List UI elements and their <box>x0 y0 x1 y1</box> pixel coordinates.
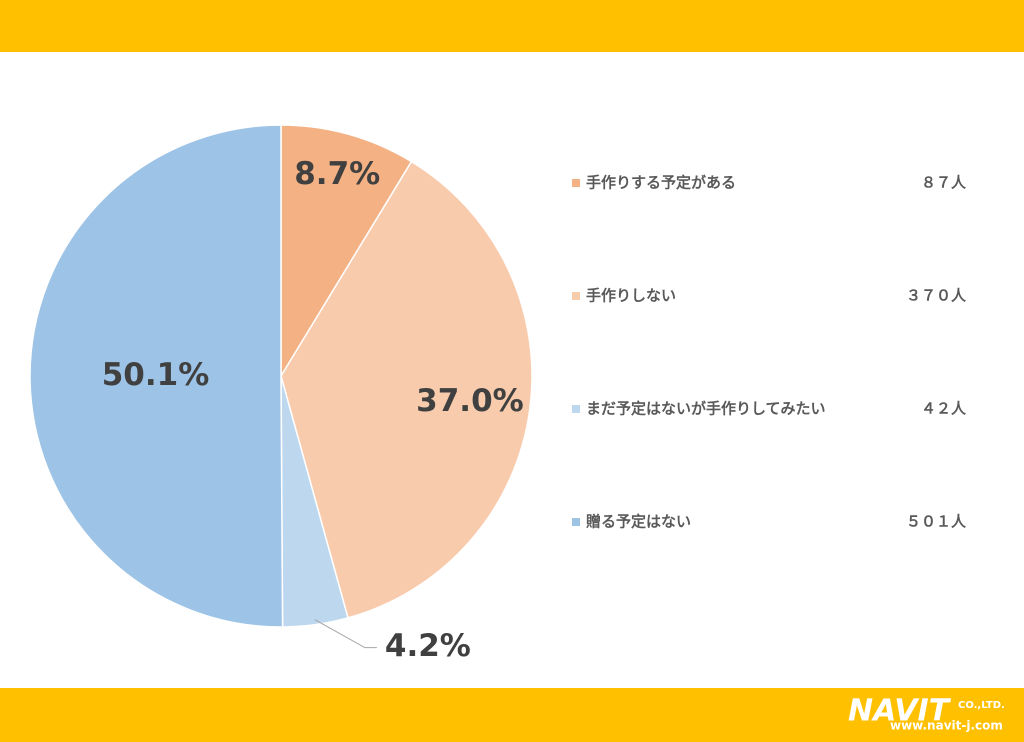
logo-name: NAVIT <box>848 694 952 729</box>
legend-label: まだ予定はないが手作りしてみたい <box>586 400 826 418</box>
data-label: 37.0% <box>416 383 524 419</box>
legend-swatch <box>572 292 580 300</box>
pie-slice <box>29 124 284 628</box>
leader-line <box>314 619 377 649</box>
legend-label: 手作りしない <box>586 287 676 305</box>
pie-slice <box>280 160 533 619</box>
pie-slice <box>280 124 413 379</box>
top-band <box>0 0 1024 52</box>
legend-swatch <box>572 179 580 187</box>
data-label: 50.1% <box>102 357 210 393</box>
logo-url: www.navit-j.com <box>890 719 1003 733</box>
legend-count: ５０１人 <box>906 513 967 531</box>
legend-count: ３７０人 <box>906 287 967 305</box>
legend-count: ８７人 <box>921 174 967 192</box>
data-label: 4.2% <box>385 628 471 664</box>
legend-label: 贈る予定はない <box>586 513 691 531</box>
legend-swatch <box>572 405 580 413</box>
logo-suffix: CO.,LTD. <box>958 700 1005 711</box>
bottom-band <box>0 688 1024 742</box>
legend-swatch <box>572 518 580 526</box>
legend-count: ４２人 <box>921 400 967 418</box>
legend-label: 手作りする予定がある <box>586 174 736 192</box>
pie: 8.7% 37.0% 4.2% 50.1% <box>29 124 533 664</box>
data-label: 8.7% <box>294 156 380 192</box>
